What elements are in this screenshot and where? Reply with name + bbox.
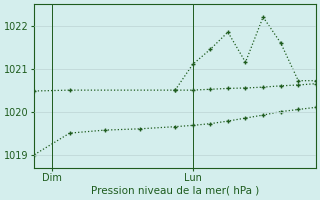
X-axis label: Pression niveau de la mer( hPa ): Pression niveau de la mer( hPa ) <box>91 186 259 196</box>
